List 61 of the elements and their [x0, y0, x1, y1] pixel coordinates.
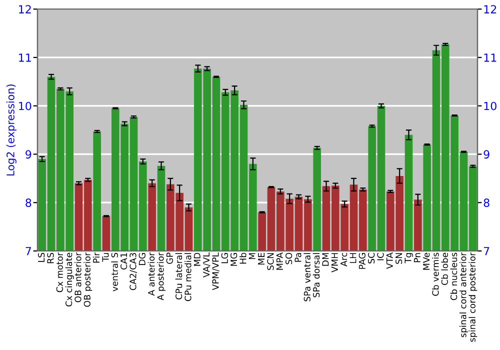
x-tick-label: Pir	[92, 252, 100, 263]
x-tick-label: CPu medial	[184, 253, 192, 302]
y-tick-label: 7	[26, 247, 31, 256]
y2-tick-label: 10	[484, 102, 496, 110]
y2-tick-label: 11	[484, 54, 496, 62]
x-tick-label: SPa ventral	[304, 253, 310, 302]
x-tick-label: IC	[377, 252, 384, 260]
x-tick-label: Cb lobe	[441, 252, 448, 286]
y2-tick-label: 12	[484, 5, 496, 14]
x-tick-label: A posterior	[157, 252, 166, 300]
x-tick-label: Cb nucleus	[450, 252, 458, 300]
x-tick-label: SN	[396, 253, 402, 264]
x-tick-label: LG	[221, 253, 228, 264]
x-tick-label: OB posterior	[84, 252, 92, 307]
x-tick-label: LH	[350, 253, 356, 263]
x-tick-label: DM	[322, 253, 329, 266]
x-tick-label: LS	[38, 252, 45, 262]
x-tick-label: Pa	[294, 253, 302, 262]
x-tick-label: spinal cord anterior	[460, 252, 468, 338]
x-tick-label: spinal cord posterior	[468, 252, 478, 342]
x-tick-label: SO	[286, 252, 292, 264]
x-tick-label: Arc	[340, 252, 348, 266]
x-tick-label: Hb	[240, 252, 246, 264]
y2-tick-label: 9	[484, 150, 490, 159]
y2-tick-label: 8	[484, 198, 490, 207]
x-tick-label: ME	[258, 252, 264, 265]
x-tick-label: Cx cingulate	[65, 252, 74, 306]
x-tick-label: GP	[166, 252, 173, 264]
x-tick-label: MPA	[276, 252, 283, 270]
x-tick-label: Tu	[102, 253, 109, 262]
y-tick-label: 12	[19, 5, 31, 14]
x-tick-label: MVe	[423, 252, 430, 270]
y-tick-label: 9	[26, 150, 32, 159]
x-tick-label: SCN	[267, 253, 274, 270]
x-tick-label: Cb vermis	[432, 252, 439, 296]
x-tick-label: VTA	[386, 252, 393, 269]
x-tick-label: Tg	[404, 253, 413, 264]
y-tick-label: 10	[19, 102, 32, 110]
x-tick-label: CPu lateral	[175, 253, 182, 300]
x-tick-label: CA2/CA3	[130, 253, 137, 290]
x-tick-label: A anterior	[148, 252, 155, 296]
y-tick-label: 11	[19, 54, 31, 62]
x-tick-label: VA/VL	[203, 252, 210, 278]
y2-tick-label: 7	[484, 247, 490, 256]
x-tick-label: VPM/VPL	[212, 252, 220, 290]
x-tick-label: VMH	[331, 253, 338, 272]
x-tick-label: ventral S	[111, 252, 118, 292]
x-tick-label: CA1	[120, 253, 128, 270]
x-tick-label: M	[248, 253, 256, 260]
x-tick-label: MD	[194, 252, 200, 266]
x-tick-label: DG	[138, 253, 146, 265]
x-tick-label: OB anterior	[74, 252, 82, 302]
y-axis-title: Log2 (expression)	[6, 84, 16, 176]
x-tick-label: Pn	[414, 253, 420, 262]
x-tick-label: MG	[230, 253, 238, 266]
x-tick-label: RS	[47, 252, 54, 264]
y-tick-label: 8	[26, 198, 32, 207]
x-tick-label: SPa dorsal	[312, 253, 320, 298]
x-tick-label: SC	[368, 252, 375, 264]
x-tick-label: PAG	[358, 253, 366, 269]
x-tick-label: Cx motor	[56, 252, 63, 292]
